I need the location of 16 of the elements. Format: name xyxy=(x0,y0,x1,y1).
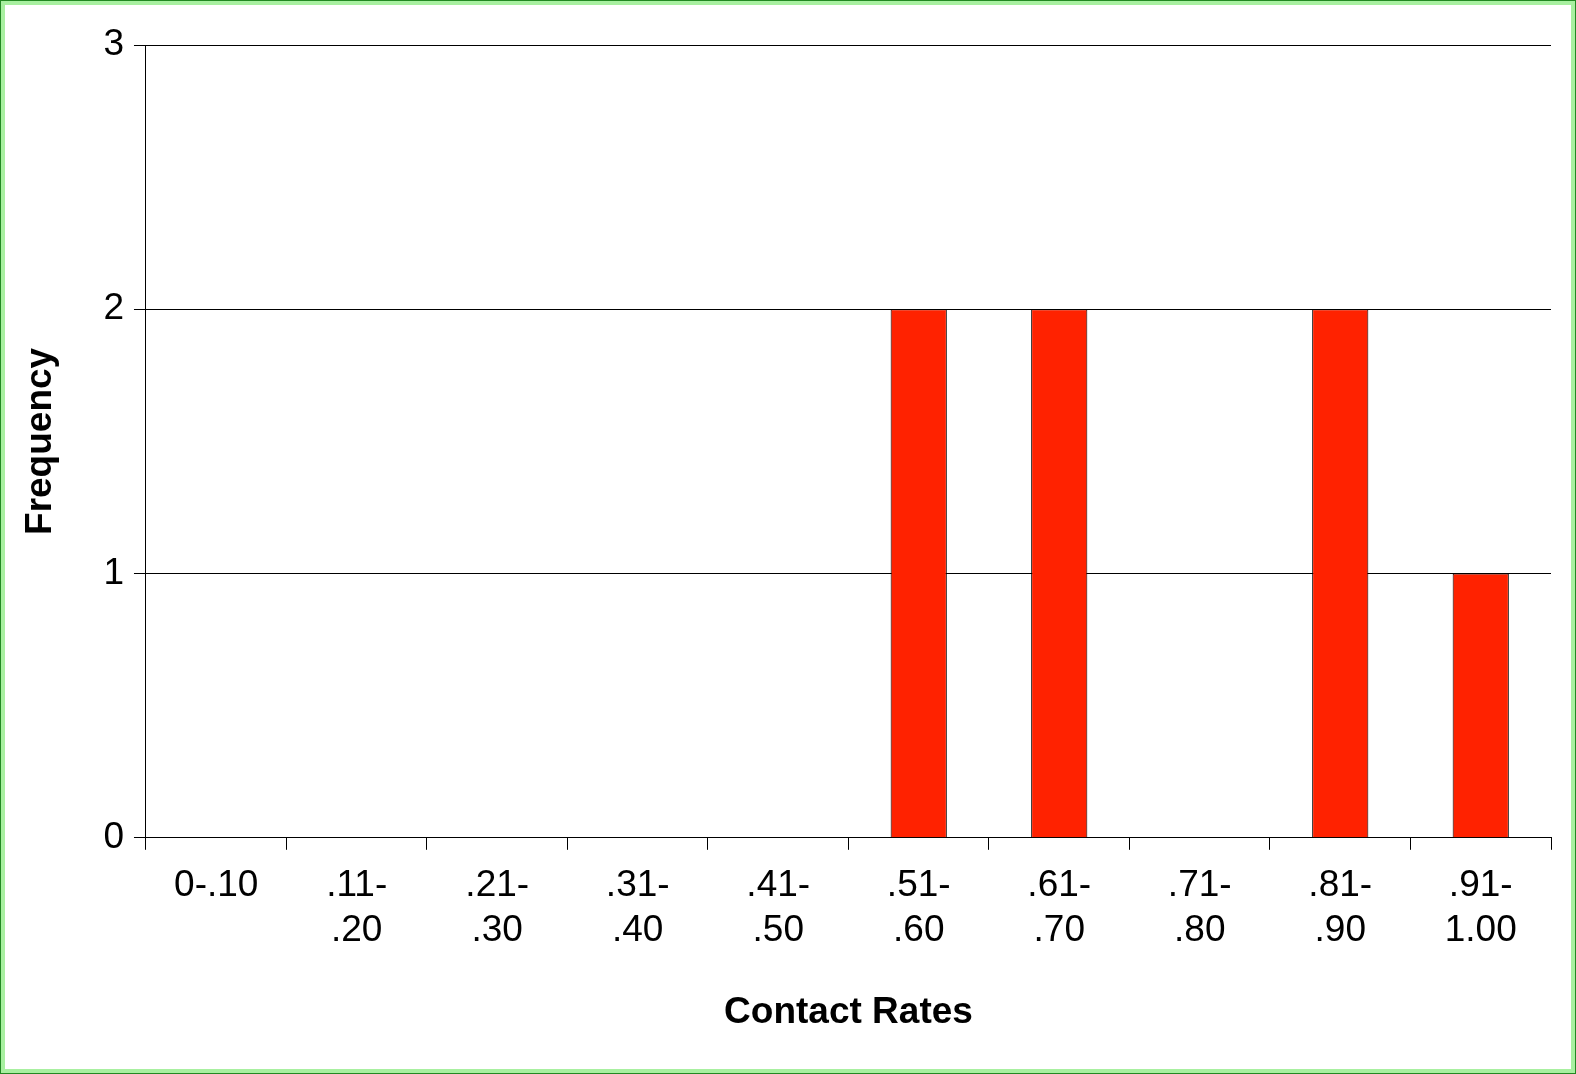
x-axis-title: Contact Rates xyxy=(724,990,973,1031)
x-tick-label: .51- .60 xyxy=(886,863,951,949)
x-tick-label: .31- .40 xyxy=(605,863,670,949)
x-tick-label: .11- .20 xyxy=(326,863,388,949)
x-tick-label: 0-.10 xyxy=(174,863,259,905)
y-tick-label: 0 xyxy=(103,815,124,856)
y-tick-label: 2 xyxy=(103,286,124,328)
x-tick-label: .71- .80 xyxy=(1167,863,1232,949)
y-tick-label: 3 xyxy=(103,22,124,64)
x-tick-label: .21- .30 xyxy=(465,863,530,949)
x-tick-label: .41- .50 xyxy=(746,863,811,949)
x-tick-label: .81- .90 xyxy=(1308,863,1373,949)
y-tick-label: 1 xyxy=(103,550,124,592)
x-tick-label: .91- 1.00 xyxy=(1444,863,1517,949)
x-tick-label: .61- .70 xyxy=(1027,863,1092,949)
y-axis-title: Frequency xyxy=(18,347,60,535)
